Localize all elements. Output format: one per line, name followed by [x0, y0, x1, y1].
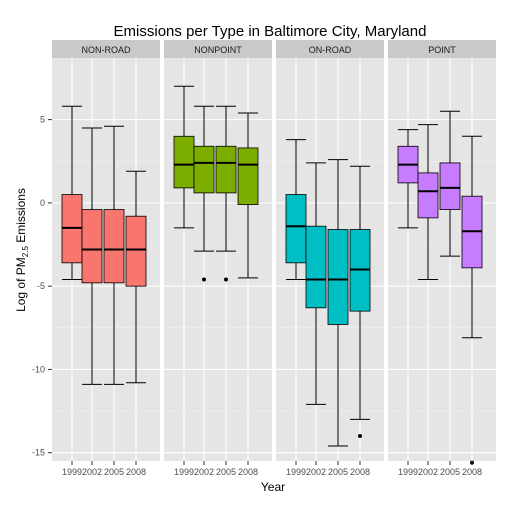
box-non-road-2005 — [103, 125, 125, 385]
outlier-point — [202, 277, 206, 282]
box-point-2008 — [461, 135, 483, 465]
box-rect — [215, 145, 237, 194]
box-on-road-2005 — [327, 159, 349, 447]
x-tick-label: 2002 — [306, 467, 326, 477]
x-tick-label: 2005 — [104, 467, 124, 477]
x-tick-label: 2005 — [216, 467, 236, 477]
facet-panel-nonpoint: NONPOINT 1999 2002 2005 2008 — [164, 40, 272, 477]
y-tick-label: 0 — [40, 198, 45, 208]
box-point-2002 — [417, 124, 439, 280]
box-rect — [103, 209, 125, 284]
facet-strip-label: ON-ROAD — [309, 45, 352, 55]
box-nonpoint-2008 — [237, 112, 259, 279]
facet-strip — [52, 40, 160, 58]
box-rect — [237, 147, 259, 205]
x-tick-label: 1999 — [62, 467, 82, 477]
y-tick-label: -10 — [32, 364, 45, 374]
box-non-road-1999 — [61, 105, 83, 280]
x-axis-title: Year — [261, 480, 285, 494]
y-axis: -15 -10 -5 0 5 — [32, 115, 52, 458]
y-axis-title-suffix: Emissions — [14, 188, 28, 246]
facet-strip-label: POINT — [428, 45, 456, 55]
box-rect — [285, 194, 307, 264]
x-tick-label: 2002 — [418, 467, 438, 477]
box-nonpoint-2002 — [193, 105, 215, 282]
box-rect — [327, 229, 349, 325]
x-tick-label: 2002 — [194, 467, 214, 477]
box-point-2005 — [439, 110, 461, 257]
box-on-road-2008 — [349, 165, 371, 439]
facet-strip — [164, 40, 272, 58]
box-on-road-2002 — [305, 162, 327, 405]
outlier-point — [224, 277, 228, 282]
box-non-road-2008 — [125, 170, 147, 384]
box-rect — [417, 172, 439, 219]
outlier-point — [358, 434, 362, 439]
facet-panel-on-road: ON-ROAD 1999 2002 2005 2008 — [276, 40, 384, 477]
x-tick-label: 2008 — [238, 467, 258, 477]
x-tick-label: 2005 — [328, 467, 348, 477]
y-tick-label: 5 — [40, 115, 45, 125]
x-tick-label: 1999 — [286, 467, 306, 477]
x-tick-label: 2008 — [462, 467, 482, 477]
x-tick-label: 2002 — [82, 467, 102, 477]
y-axis-title-prefix: Log of PM — [14, 257, 28, 312]
box-on-road-1999 — [285, 139, 307, 280]
facet-strip — [388, 40, 496, 58]
facet-strip-label: NONPOINT — [194, 45, 242, 55]
x-tick-label: 1999 — [174, 467, 194, 477]
facet-strip-label: NON-ROAD — [82, 45, 131, 55]
box-rect — [193, 145, 215, 194]
y-tick-label: -15 — [32, 448, 45, 458]
box-non-road-2002 — [81, 127, 103, 385]
box-rect — [173, 135, 195, 189]
facet-panel-point: POINT 1999 2002 2005 2008 — [388, 40, 496, 477]
facet-strip — [276, 40, 384, 58]
box-rect — [305, 225, 327, 309]
y-axis-title: Log of PM2.5 Emissions — [14, 188, 30, 312]
facet-panel-non-road: NON-ROAD 1999 2002 2005 2008 — [52, 40, 160, 477]
box-point-1999 — [397, 129, 419, 229]
box-nonpoint-2005 — [215, 105, 237, 282]
y-tick-label: -5 — [37, 281, 45, 291]
box-rect — [439, 162, 461, 210]
x-tick-label: 2008 — [126, 467, 146, 477]
panel-background — [164, 58, 272, 461]
chart-title: Emissions per Type in Baltimore City, Ma… — [114, 23, 427, 40]
x-tick-label: 2005 — [440, 467, 460, 477]
y-axis-title-subscript: 2.5 — [21, 246, 30, 258]
x-tick-label: 1999 — [398, 467, 418, 477]
box-rect — [81, 209, 103, 284]
box-rect — [125, 215, 147, 287]
x-tick-label: 2008 — [350, 467, 370, 477]
